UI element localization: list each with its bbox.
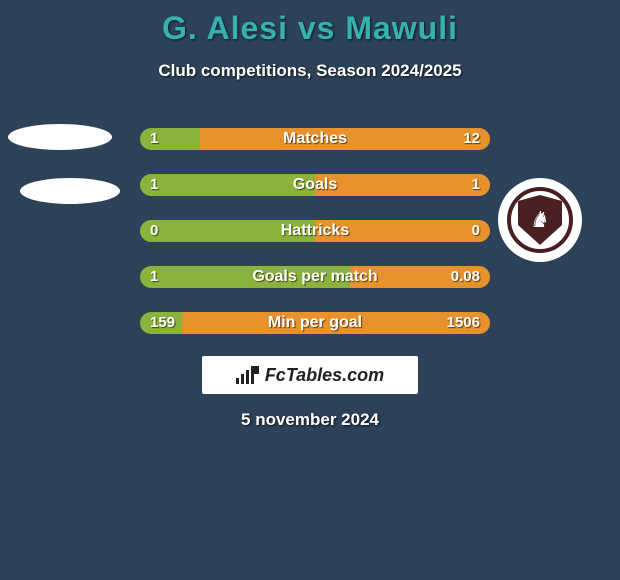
logo-text: FcTables.com [265, 365, 384, 386]
stat-row: 112Matches [140, 128, 490, 150]
footer-date: 5 november 2024 [0, 410, 620, 430]
fctables-logo: FcTables.com [202, 356, 418, 394]
crest-shield: ♞ [518, 195, 562, 245]
stat-row: 11Goals [140, 174, 490, 196]
stat-label: Goals per match [140, 266, 490, 288]
stat-label: Hattricks [140, 220, 490, 242]
stat-label: Goals [140, 174, 490, 196]
comparison-card: G. Alesi vs Mawuli Club competitions, Se… [0, 0, 620, 580]
stat-label: Min per goal [140, 312, 490, 334]
stat-row: 10.08Goals per match [140, 266, 490, 288]
placeholder-oval [20, 178, 120, 204]
horse-icon: ♞ [530, 209, 550, 231]
subtitle: Club competitions, Season 2024/2025 [0, 61, 620, 81]
logo-bars-icon [236, 366, 259, 384]
page-title: G. Alesi vs Mawuli [0, 0, 620, 47]
team-crest-right: ♞ [498, 178, 582, 262]
stat-bars: 112Matches 11Goals 00Hattricks 10.08Goals p… [140, 128, 490, 358]
crest-ring: ♞ [507, 187, 573, 253]
placeholder-oval [8, 124, 112, 150]
stat-row: 00Hattricks [140, 220, 490, 242]
stat-row: 1591506Min per goal [140, 312, 490, 334]
stat-label: Matches [140, 128, 490, 150]
